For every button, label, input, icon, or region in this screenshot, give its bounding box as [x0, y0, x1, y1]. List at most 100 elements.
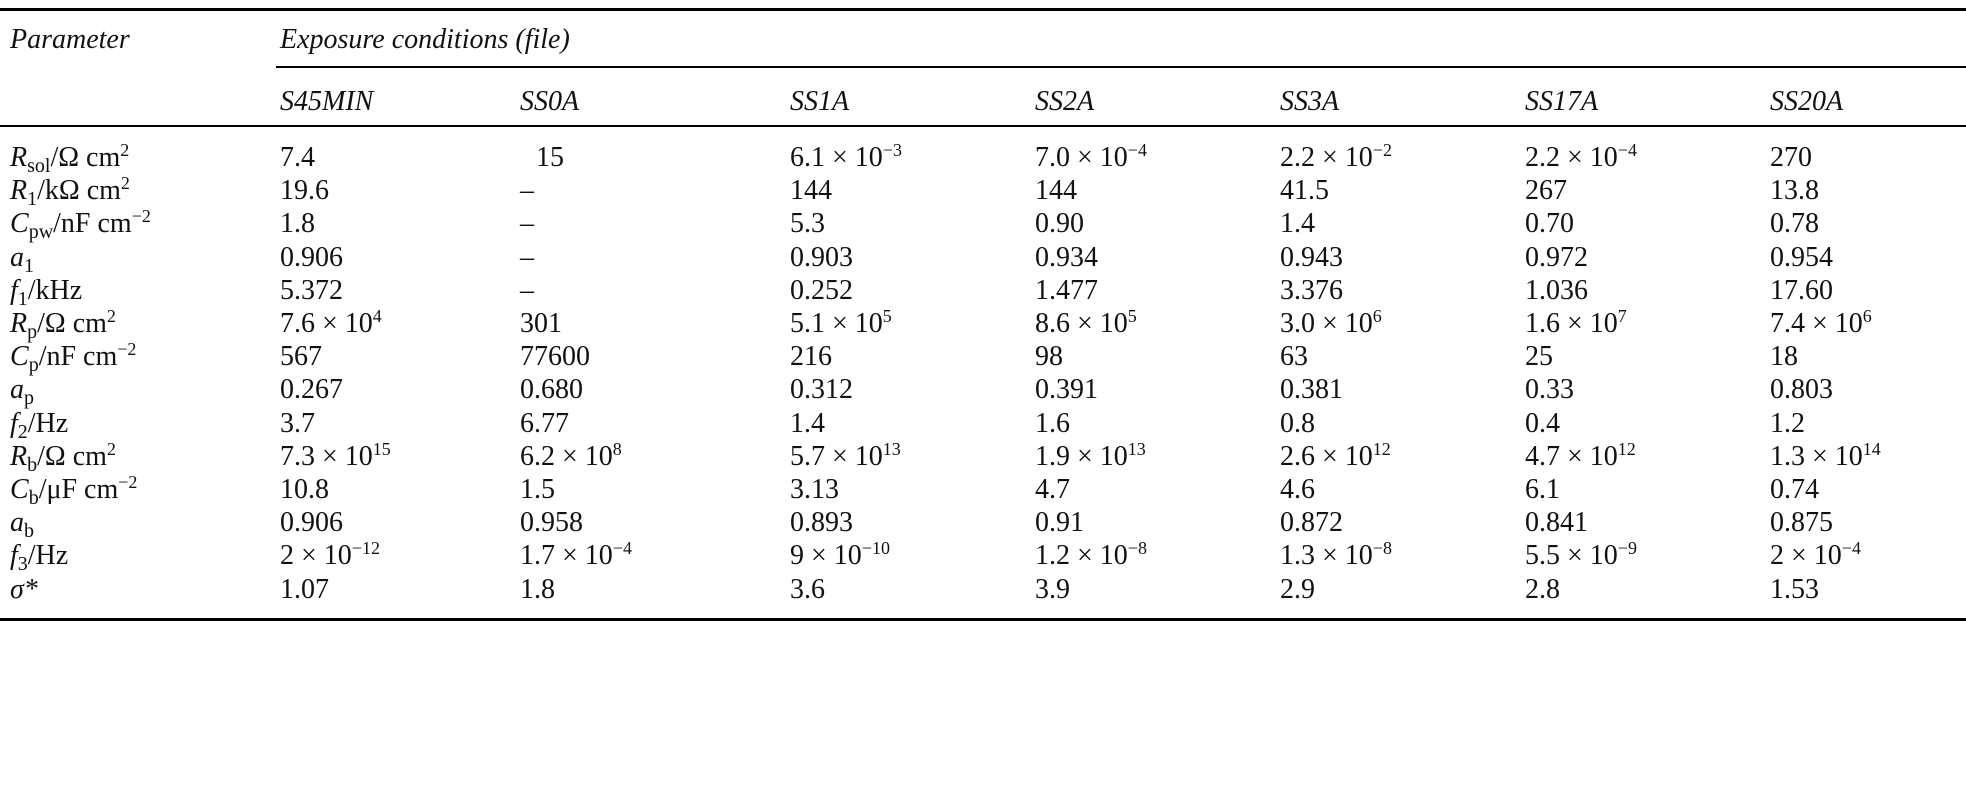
parameter-symbol: a	[10, 374, 24, 406]
column-header: SS1A	[790, 86, 850, 117]
value-cell: 1.477	[1035, 274, 1098, 306]
parameter-unit: /kΩ cm	[37, 175, 121, 207]
value-cell: 1.2 × 10−8	[1035, 540, 1147, 572]
value-exponent: 12	[1617, 438, 1636, 459]
column-header: SS20A	[1770, 86, 1844, 117]
parameter-symbol: C	[10, 474, 29, 505]
value-exponent: −3	[882, 140, 902, 161]
parameter-subscript: 1	[17, 287, 28, 310]
value-cell: 0.91	[1035, 507, 1084, 539]
value-cell: 41.5	[1280, 175, 1329, 207]
value-mantissa: 1.9 × 10	[1035, 440, 1128, 472]
exposure-conditions-header: Exposure conditions (file)	[280, 24, 570, 55]
value-mantissa: 7.0 × 10	[1035, 142, 1128, 173]
value-exponent: 6	[1372, 306, 1382, 327]
parameter-symbol: R	[10, 175, 28, 207]
parameter-unit: /nF cm	[53, 208, 132, 240]
parameter-unit: /Hz	[27, 407, 69, 439]
value-mantissa: 3.0 × 10	[1280, 308, 1373, 339]
parameter-symbol: σ*	[10, 573, 38, 605]
parameter-cell: Rsol/Ω cm2	[10, 141, 129, 176]
value-cell: 5.7 × 1013	[790, 438, 901, 473]
parameter-cell: Cb/μF cm−2	[10, 472, 138, 509]
parameter-superscript: −2	[131, 206, 151, 227]
value-exponent: 5	[882, 306, 892, 327]
value-cell: 0.943	[1280, 241, 1343, 273]
value-mantissa: 5.1 × 10	[790, 308, 883, 339]
parameter-subscript: 3	[17, 553, 28, 576]
value-cell: 17.60	[1770, 274, 1833, 306]
parameter-unit: /Ω cm	[37, 308, 107, 339]
parameter-cell: R1/kΩ cm2	[10, 174, 130, 209]
parameter-symbol: C	[10, 208, 29, 240]
value-cell: 1.9 × 1013	[1035, 440, 1146, 473]
value-mantissa: 1.7 × 10	[520, 540, 613, 572]
value-cell: 144	[790, 175, 832, 207]
parameter-symbol: R	[10, 440, 28, 472]
value-cell: 2.2 × 10−2	[1280, 141, 1392, 174]
top-rule	[0, 8, 1966, 11]
parameter-subscript: pw	[28, 221, 54, 244]
value-mantissa: 2.2 × 10	[1525, 142, 1618, 173]
value-cell: 0.872	[1280, 507, 1343, 539]
value-exponent: 8	[612, 438, 622, 459]
parameter-unit: /Ω cm	[50, 142, 121, 173]
parameter-unit: /nF cm	[38, 341, 118, 373]
parameter-unit: /kHz	[27, 274, 83, 306]
parameter-subscript: b	[27, 453, 38, 476]
value-mantissa: 5.5 × 10	[1525, 540, 1618, 572]
column-header: SS2A	[1035, 86, 1095, 117]
value-cell: 4.7	[1035, 474, 1070, 505]
value-cell: 0.906	[280, 241, 343, 273]
header-subrule	[276, 66, 1966, 68]
value-exponent: −4	[1617, 140, 1637, 161]
value-cell: 0.312	[790, 374, 853, 406]
value-cell: 2 × 10−4	[1770, 540, 1861, 572]
parameter-symbol: f	[10, 540, 18, 572]
value-exponent: 13	[882, 438, 901, 459]
parameter-symbol: C	[10, 341, 29, 373]
value-cell: 1.2	[1770, 407, 1805, 439]
value-mantissa: 6.1 × 10	[790, 142, 883, 173]
value-exponent: 15	[372, 438, 391, 459]
value-cell: 2 × 10−12	[280, 540, 380, 572]
value-cell: 1.036	[1525, 274, 1588, 306]
value-cell: 6.77	[520, 407, 569, 439]
value-cell: 3.376	[1280, 274, 1343, 306]
value-cell: 9 × 10−10	[790, 540, 890, 572]
value-cell: 0.954	[1770, 241, 1833, 273]
value-cell: 1.5	[520, 474, 555, 505]
value-cell: 0.74	[1770, 474, 1819, 505]
value-cell: 0.893	[790, 507, 853, 539]
parameter-cell: a1	[10, 241, 34, 276]
value-cell: 0.78	[1770, 208, 1819, 240]
value-cell: 13.8	[1770, 175, 1819, 207]
value-cell: 6.1 × 10−3	[790, 140, 902, 174]
value-cell: 1.8	[520, 573, 555, 605]
value-cell: 0.903	[790, 241, 853, 273]
column-header: SS3A	[1280, 86, 1340, 117]
value-cell: 1.7 × 10−4	[520, 540, 632, 572]
parameter-cell: σ*	[10, 574, 38, 606]
value-cell: 1.8	[280, 208, 315, 240]
value-cell: 7.6 × 104	[280, 306, 382, 340]
parameter-superscript: 2	[106, 306, 116, 327]
parameter-symbol: a	[10, 241, 24, 273]
parameter-cell: ap	[10, 374, 34, 408]
parameter-superscript: −2	[118, 472, 138, 493]
value-cell: 0.33	[1525, 374, 1574, 406]
value-exponent: −4	[1841, 538, 1861, 559]
value-cell: 1.3 × 1014	[1770, 438, 1881, 473]
value-cell: 1.53	[1770, 573, 1819, 605]
value-cell: 3.9	[1035, 573, 1070, 605]
value-cell: 0.391	[1035, 374, 1098, 406]
value-cell: 4.6	[1280, 474, 1315, 505]
value-mantissa: 5.7 × 10	[790, 440, 883, 472]
parameter-cell: f3/Hz	[10, 540, 68, 576]
parameter-cell: ab	[10, 507, 34, 541]
parameter-subscript: b	[28, 487, 39, 509]
value-exponent: 4	[372, 306, 382, 327]
value-exponent: 14	[1862, 438, 1881, 459]
parameter-symbol: a	[10, 507, 24, 539]
value-cell: 567	[280, 341, 322, 373]
